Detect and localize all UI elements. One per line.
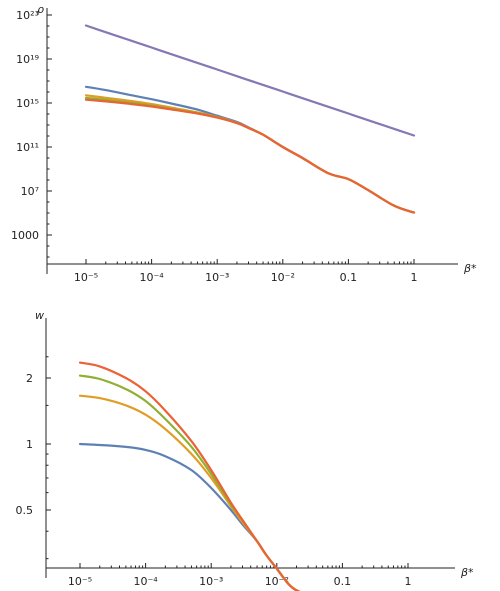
series-line-5 [84, 24, 416, 137]
x-tick-label: 10⁻⁵ [74, 271, 98, 284]
x-tick-label: 1 [411, 271, 418, 284]
x-tick-label: 10⁻³ [199, 575, 223, 588]
density-panel: 10⁻⁵ 10⁻⁴ 10⁻³ 10⁻² 0.1 1 1000 10⁷ 10¹¹ 10¹⁵ 10¹⁹ 1… [11, 3, 477, 284]
series-line-4 [84, 98, 416, 214]
x-axis-label: β* [460, 566, 474, 579]
y-axis-label: w [35, 309, 44, 322]
y-tick-label: 10⁷ [21, 185, 39, 198]
x-tick-label: 10⁻⁵ [68, 575, 92, 588]
x-tick-label: 0.1 [334, 575, 352, 588]
y-axis-label: ρ [37, 3, 44, 16]
series-line-4 [78, 361, 301, 591]
x-tick-label: 10⁻⁴ [139, 271, 164, 284]
series-line-2 [78, 394, 301, 591]
x-tick-label: 10⁻⁴ [133, 575, 158, 588]
series-line-1 [84, 85, 416, 214]
y-tick-label: 10²³ [16, 9, 39, 22]
x-tick-label: 1 [405, 575, 412, 588]
y-tick-label: 0.5 [16, 504, 34, 517]
y-tick-label: 10¹¹ [16, 141, 39, 154]
series-line-3 [78, 374, 301, 591]
series-line-3 [84, 96, 416, 214]
series-line-2 [84, 94, 416, 214]
x-tick-label: 10⁻² [271, 271, 295, 284]
x-tick-label: 0.1 [340, 271, 358, 284]
y-tick-label: 1000 [11, 229, 39, 242]
x-axis-label: β* [463, 262, 477, 275]
series-line-1 [78, 442, 301, 591]
y-tick-label: 1 [26, 438, 33, 451]
x-tick-label: 10⁻³ [205, 271, 229, 284]
y-tick-label: 2 [26, 372, 33, 385]
y-tick-label: 10¹⁹ [16, 53, 39, 66]
y-tick-label: 10¹⁵ [16, 97, 39, 110]
